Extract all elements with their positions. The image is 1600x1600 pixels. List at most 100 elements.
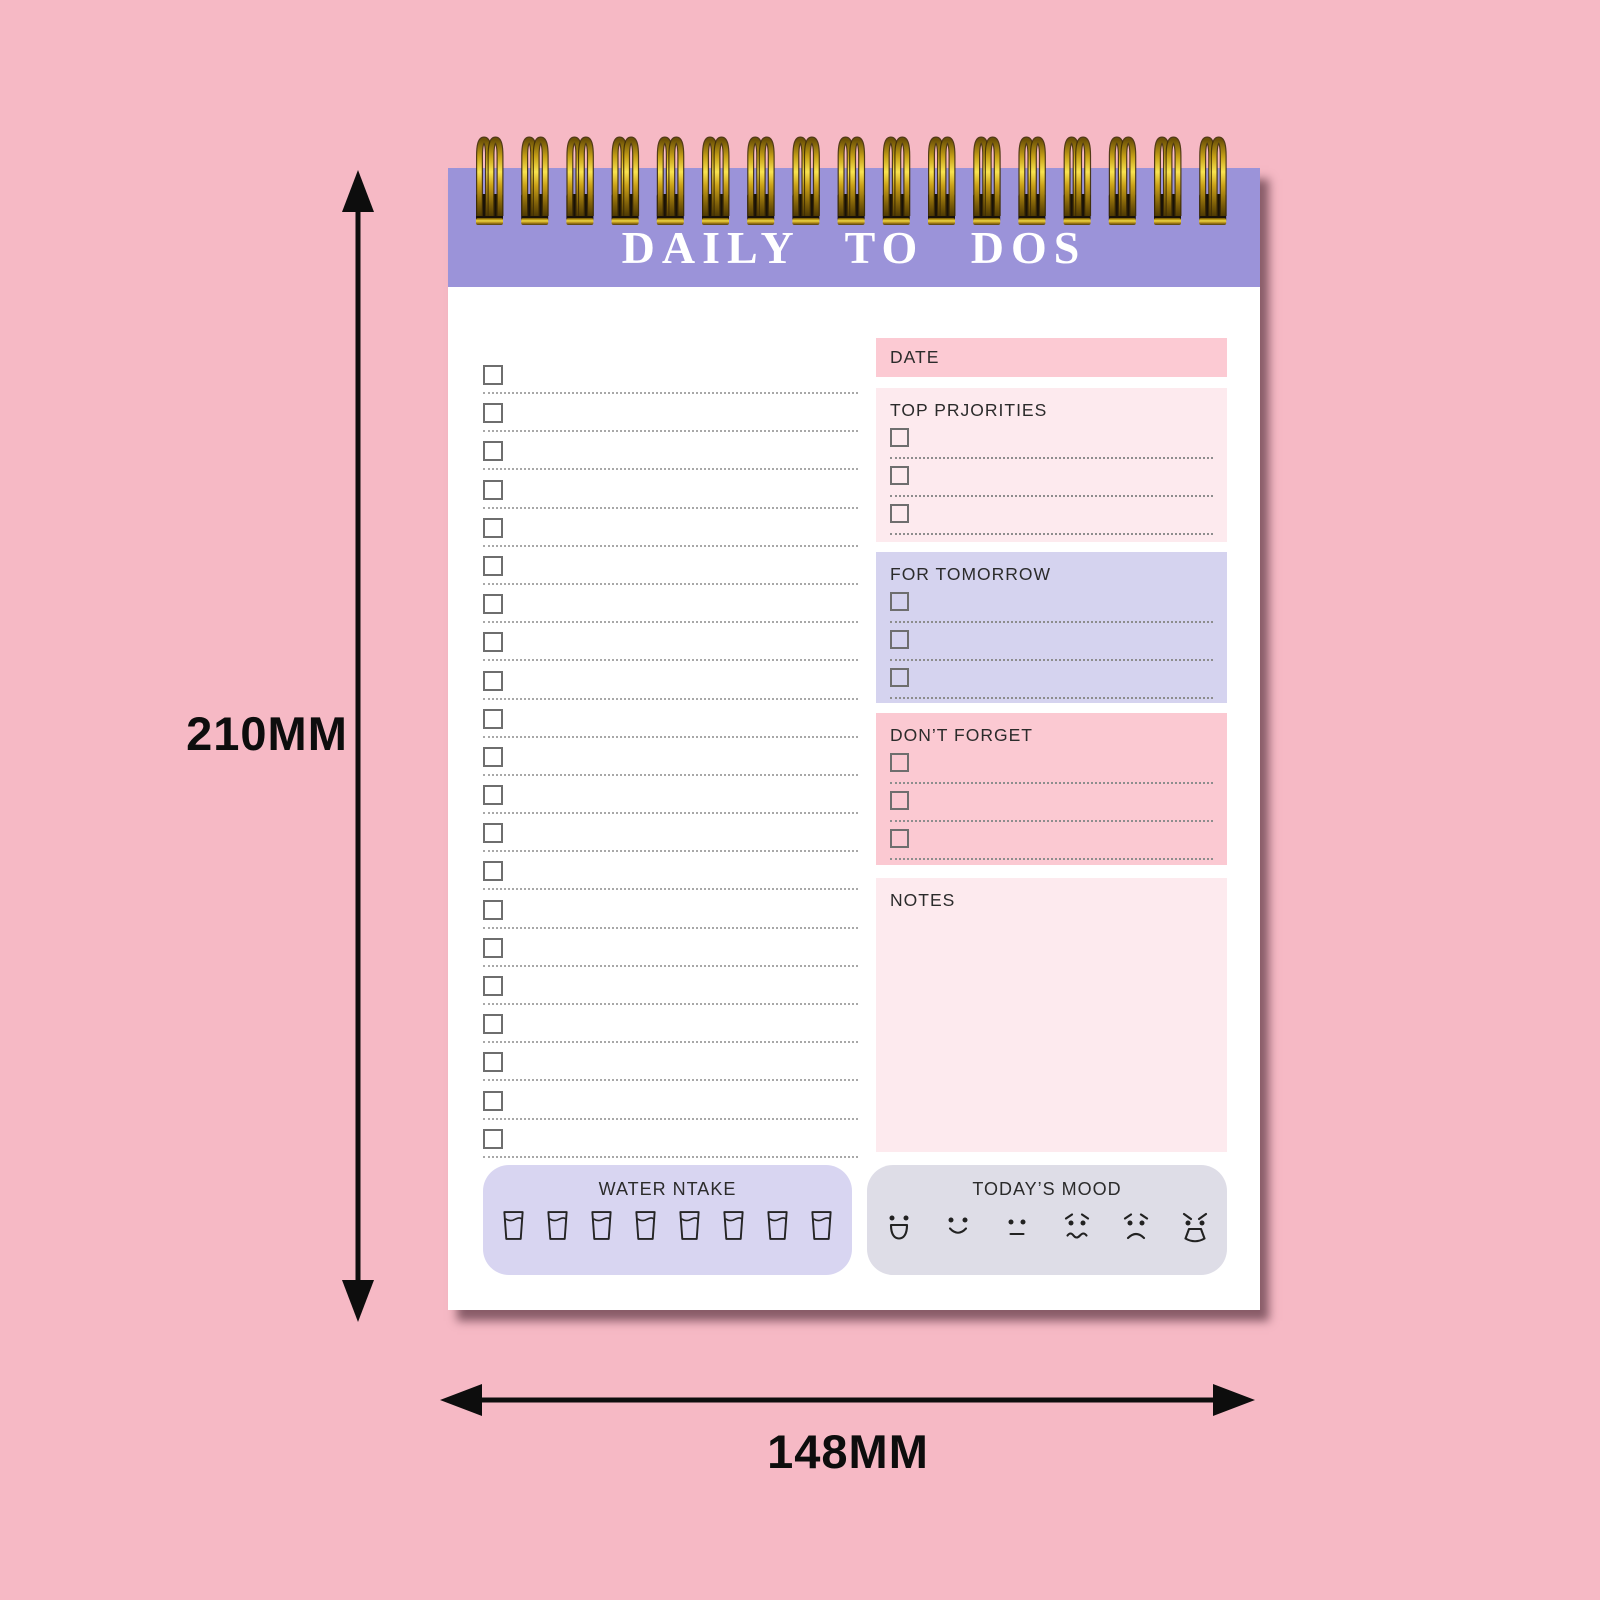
mood-worried-icon[interactable] — [1057, 1210, 1097, 1244]
for-tomorrow-checkbox[interactable] — [890, 668, 909, 687]
spiral-binding — [476, 136, 1227, 225]
dotted-line — [890, 697, 1213, 699]
todo-checkbox[interactable] — [483, 517, 503, 538]
for-tomorrow-row — [890, 590, 1213, 628]
todo-checkbox[interactable] — [483, 708, 503, 729]
todo-row — [483, 629, 858, 667]
todo-checkbox[interactable] — [483, 976, 503, 996]
dotted-line — [890, 820, 1213, 822]
top-priorities-row — [890, 464, 1213, 502]
dont-forget-checkbox[interactable] — [890, 829, 909, 848]
mood-sad-icon[interactable] — [1116, 1210, 1156, 1244]
dotted-line — [890, 533, 1213, 535]
todo-checkbox[interactable] — [483, 823, 503, 844]
dotted-line — [890, 457, 1213, 459]
todo-checkbox[interactable] — [483, 861, 503, 882]
dotted-line — [483, 430, 858, 433]
top-priorities-row — [890, 426, 1213, 464]
dotted-line — [890, 659, 1213, 661]
water-cup-icon[interactable] — [721, 1209, 746, 1242]
dotted-line — [483, 582, 858, 585]
top-priorities-checkbox[interactable] — [890, 504, 909, 523]
todo-row — [483, 668, 858, 706]
dotted-line — [483, 850, 858, 853]
todo-row — [483, 706, 858, 744]
todo-checkbox[interactable] — [483, 403, 503, 424]
todo-checkbox[interactable] — [483, 1128, 503, 1149]
water-cup-icon[interactable] — [545, 1209, 570, 1242]
date-label: DATE — [890, 347, 940, 367]
notepad-title: DAILY TO DOS — [621, 222, 1087, 273]
water-cup-icon[interactable] — [765, 1209, 790, 1242]
todo-checkbox[interactable] — [483, 441, 503, 462]
dotted-line — [483, 1155, 858, 1158]
todo-checklist — [483, 362, 858, 1164]
todo-row — [483, 362, 858, 400]
todo-row — [483, 591, 858, 629]
section-dont-forget: DON’T FORGET — [876, 713, 1227, 865]
width-dimension-arrow — [440, 1384, 1255, 1416]
dont-forget-label: DON’T FORGET — [890, 725, 1033, 745]
todo-checkbox[interactable] — [483, 479, 503, 500]
dont-forget-checkbox[interactable] — [890, 791, 909, 810]
dotted-line — [890, 858, 1213, 860]
dont-forget-checkbox[interactable] — [890, 753, 909, 772]
todo-row — [483, 973, 858, 1011]
water-cup-icon[interactable] — [677, 1209, 702, 1242]
top-priorities-label: TOP PRJORITIES — [890, 400, 1048, 420]
water-cup-icon[interactable] — [589, 1209, 614, 1242]
mood-neutral-icon[interactable] — [997, 1210, 1037, 1244]
water-cup-icon[interactable] — [501, 1209, 526, 1242]
height-dimension-arrow — [342, 170, 374, 1322]
todo-checkbox[interactable] — [483, 555, 503, 576]
section-for-tomorrow: FOR TOMORROW — [876, 552, 1227, 703]
todo-checkbox[interactable] — [483, 899, 503, 920]
todo-row — [483, 1126, 858, 1164]
dotted-line — [483, 926, 858, 929]
water-intake-label: WATER NTAKE — [598, 1179, 737, 1199]
for-tomorrow-checkbox[interactable] — [890, 630, 909, 649]
dotted-line — [483, 1079, 858, 1082]
dotted-line — [483, 1003, 858, 1005]
dont-forget-row — [890, 751, 1213, 789]
todo-checkbox[interactable] — [483, 1052, 503, 1073]
mood-faces — [867, 1210, 1227, 1244]
todo-row — [483, 1088, 858, 1126]
water-cup-icon[interactable] — [633, 1209, 658, 1242]
mood-smiling-icon[interactable] — [938, 1210, 978, 1244]
for-tomorrow-rows — [890, 590, 1213, 704]
top-priorities-checkbox[interactable] — [890, 428, 909, 447]
todo-row — [483, 1011, 858, 1049]
for-tomorrow-label: FOR TOMORROW — [890, 564, 1052, 584]
dotted-line — [483, 697, 858, 700]
todo-checkbox[interactable] — [483, 785, 503, 806]
todo-checkbox[interactable] — [483, 1014, 503, 1035]
dotted-line — [483, 735, 858, 738]
mood-angry-icon[interactable] — [1175, 1210, 1215, 1244]
todo-checkbox[interactable] — [483, 937, 503, 958]
water-cup-icon[interactable] — [809, 1209, 834, 1242]
section-date: DATE — [876, 338, 1227, 377]
todo-checkbox[interactable] — [483, 670, 503, 691]
todo-row — [483, 897, 858, 935]
dotted-line — [890, 621, 1213, 623]
todo-checkbox[interactable] — [483, 1090, 503, 1111]
todo-checkbox[interactable] — [483, 746, 503, 767]
todo-checkbox[interactable] — [483, 365, 503, 385]
top-priorities-checkbox[interactable] — [890, 466, 909, 485]
dotted-line — [483, 621, 858, 624]
height-dimension-label: 210MM — [186, 707, 348, 760]
mood-grinning-icon[interactable] — [879, 1210, 919, 1244]
dotted-line — [483, 392, 858, 394]
section-top-priorities: TOP PRJORITIES — [876, 388, 1227, 542]
dotted-line — [483, 1041, 858, 1044]
todo-row — [483, 744, 858, 782]
todo-checkbox[interactable] — [483, 594, 503, 615]
todo-row — [483, 477, 858, 515]
for-tomorrow-checkbox[interactable] — [890, 592, 909, 611]
notepad-page: DAILY TO DOS DATE TOP PRJORITIES FOR TOM… — [448, 136, 1260, 1310]
todo-checkbox[interactable] — [483, 632, 503, 653]
todays-mood-label: TODAY’S MOOD — [972, 1179, 1122, 1199]
dotted-line — [483, 544, 858, 547]
